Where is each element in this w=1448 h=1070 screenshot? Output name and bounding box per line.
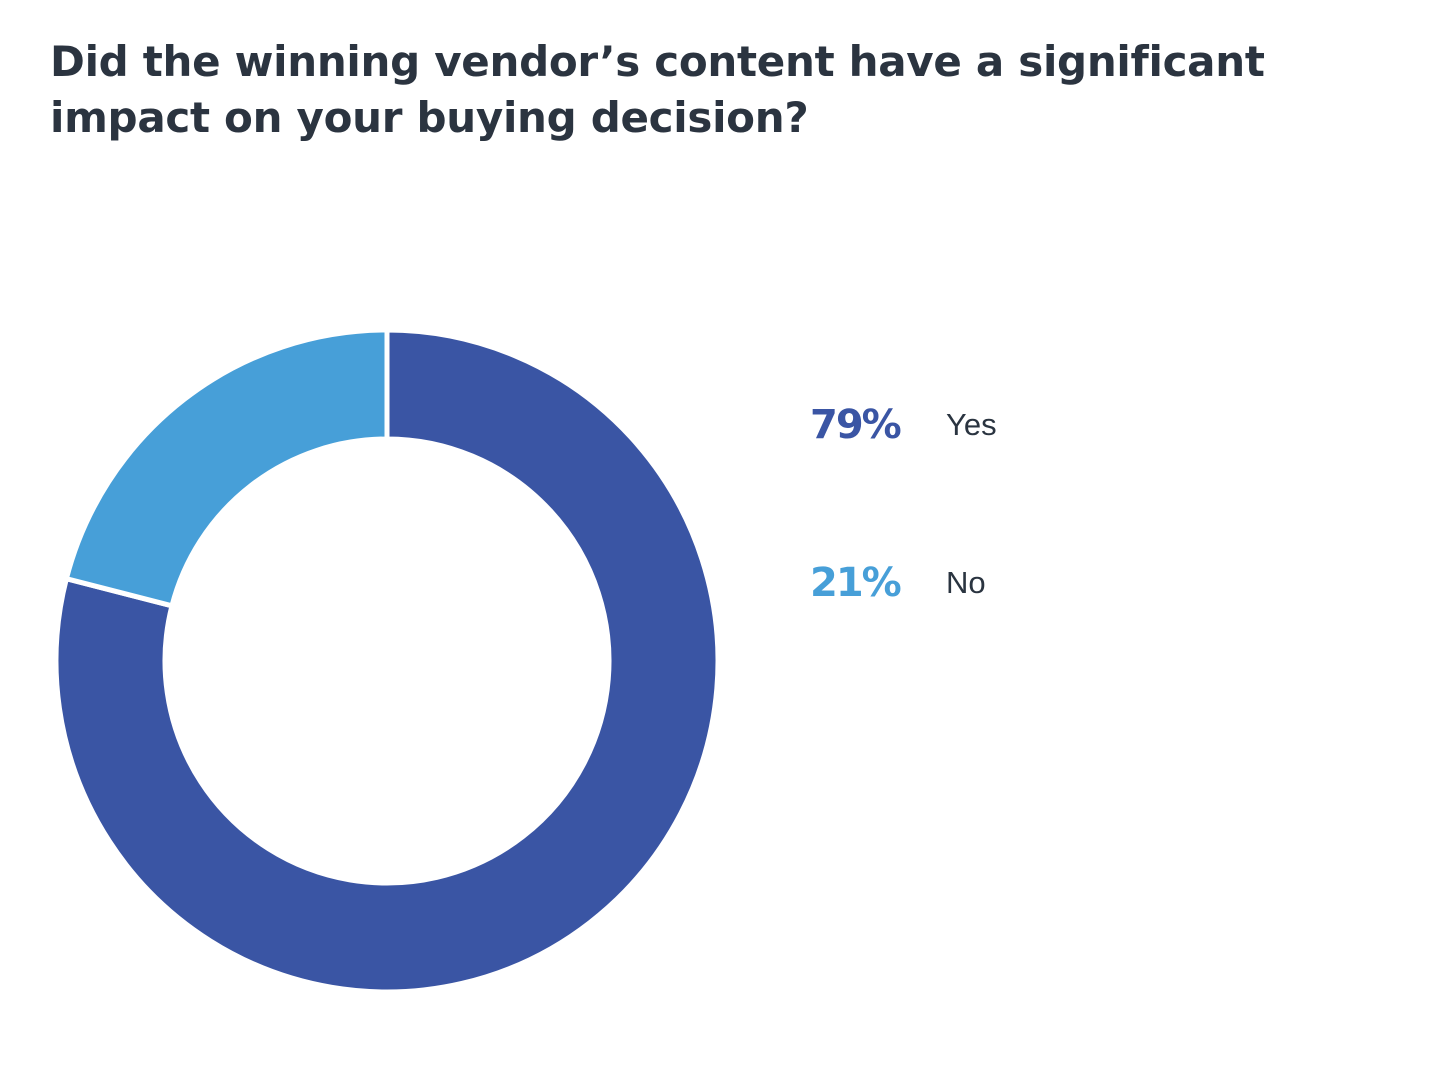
- chart-title: Did the winning vendor’s content have a …: [50, 37, 1265, 142]
- legend-value: 21%: [810, 560, 901, 606]
- legend-value: 79%: [810, 402, 901, 448]
- donut-slice: [63, 327, 390, 609]
- legend-label: No: [946, 565, 986, 600]
- donut-slice: [53, 327, 721, 995]
- legend-label: Yes: [946, 407, 997, 442]
